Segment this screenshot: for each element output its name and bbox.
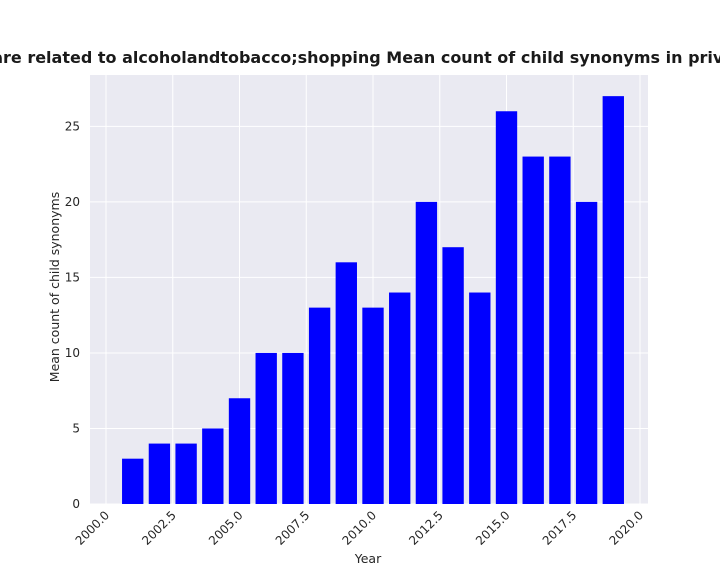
bar-2018: [575, 201, 598, 504]
bar-2013: [442, 247, 464, 504]
bar-2014: [469, 292, 491, 504]
x-tick-label: 2002.5: [139, 508, 179, 548]
bar-2007: [282, 352, 304, 504]
x-tick-label: 2015.0: [473, 508, 513, 548]
bar-2011: [389, 292, 411, 504]
x-tick-label: 2007.5: [273, 508, 313, 548]
bar-2017: [549, 156, 571, 504]
bar-2015: [495, 111, 518, 504]
bar-2002: [148, 443, 171, 504]
bar-2010: [362, 307, 384, 504]
bars: [122, 96, 624, 504]
chart-title: categories are related to alcoholandtoba…: [0, 48, 720, 67]
x-axis-ticks: 2000.0 2002.5 2005.0 2007.5 2010.0 2012.5 2015…: [73, 508, 647, 548]
x-axis-label: Year: [354, 551, 382, 566]
x-tick-label: 2005.0: [206, 508, 246, 548]
bar-2001: [122, 458, 144, 504]
y-axis-label: Mean count of child synonyms: [47, 192, 62, 382]
y-tick-label: 0: [72, 497, 80, 511]
x-tick-label: 2017.5: [540, 508, 580, 548]
y-tick-label: 20: [65, 195, 80, 209]
x-tick-label: 2020.0: [607, 508, 647, 548]
x-tick-label: 2000.0: [73, 508, 113, 548]
bar-2004: [202, 428, 224, 504]
y-tick-label: 5: [72, 421, 80, 435]
x-tick-label: 2012.5: [406, 508, 446, 548]
bar-2006: [255, 352, 277, 504]
bar-2012: [415, 201, 438, 504]
y-axis-ticks: 0 5 10 15 20 25: [65, 119, 80, 511]
bar-2008: [308, 307, 331, 504]
bar-2005: [228, 398, 251, 504]
y-tick-label: 25: [65, 119, 80, 133]
y-tick-label: 15: [65, 270, 80, 284]
y-tick-label: 10: [65, 346, 80, 360]
bar-2009: [335, 262, 357, 504]
bar-2003: [175, 443, 197, 504]
bar-2016: [522, 156, 544, 504]
x-tick-label: 2010.0: [340, 508, 380, 548]
bar-2019: [602, 96, 624, 504]
